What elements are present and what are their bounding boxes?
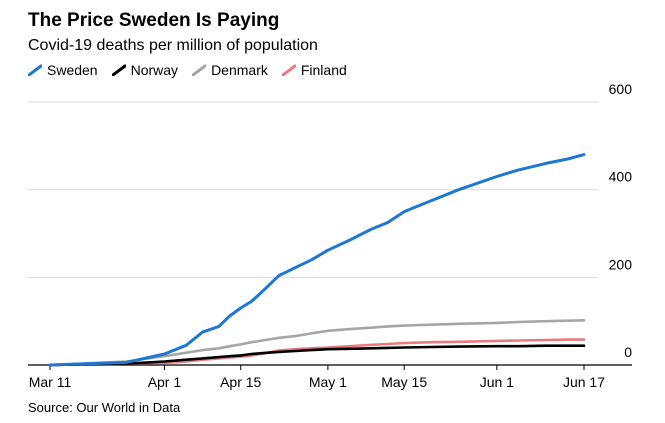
y-tick-label-0: 0 <box>624 344 632 360</box>
legend-item-denmark: Denmark <box>192 62 268 78</box>
legend-swatch-denmark <box>192 64 207 76</box>
legend-label-norway: Norway <box>130 62 179 78</box>
series-line-sweden <box>48 153 586 367</box>
x-tick-label-1: Apr 1 <box>148 374 182 390</box>
y-tick-label-200: 200 <box>609 256 633 272</box>
series-line-norway <box>48 344 586 367</box>
legend: Sweden Norway Denmark Finland <box>28 62 347 78</box>
legend-swatch-norway <box>111 64 126 76</box>
x-tick-label-0: Mar 11 <box>29 374 72 390</box>
legend-item-finland: Finland <box>281 62 347 78</box>
x-tick-label-3: May 1 <box>309 374 347 390</box>
source-note: Source: Our World in Data <box>28 400 181 415</box>
y-tick-label-400: 400 <box>609 169 633 185</box>
x-tick-label-5: Jun 1 <box>480 374 514 390</box>
x-tick-label-2: Apr 15 <box>220 374 261 390</box>
chart-title: The Price Sweden Is Paying <box>28 10 280 31</box>
legend-swatch-finland <box>281 64 296 76</box>
x-tick-label-6: Jun 17 <box>563 374 605 390</box>
legend-swatch-sweden <box>28 64 42 76</box>
series-line-denmark <box>48 318 586 367</box>
legend-item-sweden: Sweden <box>28 62 98 78</box>
chart-subtitle: Covid-19 deaths per million of populatio… <box>28 37 318 54</box>
x-tick-label-4: May 15 <box>381 374 427 390</box>
legend-label-denmark: Denmark <box>211 62 268 78</box>
legend-label-finland: Finland <box>300 62 347 78</box>
legend-label-sweden: Sweden <box>47 62 98 78</box>
legend-item-norway: Norway <box>111 62 179 78</box>
y-tick-label-600: 600 <box>609 81 633 97</box>
